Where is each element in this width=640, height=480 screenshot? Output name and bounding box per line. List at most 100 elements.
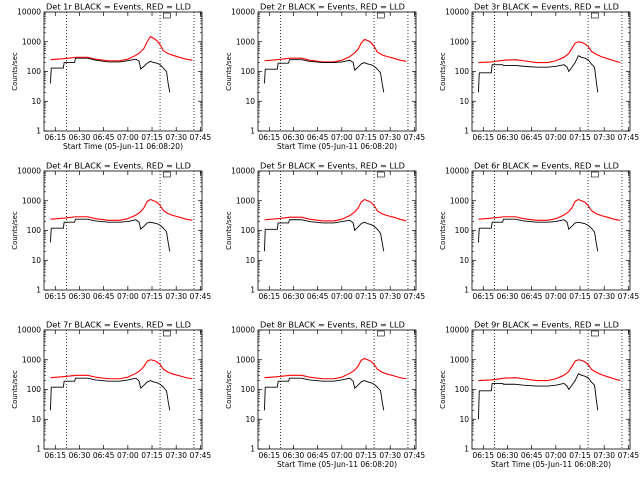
chart-4-ytick-label: 100 (27, 226, 42, 235)
chart-9-ytick-label: 1000 (450, 355, 469, 364)
chart-1-xtick-label: 07:15 (141, 133, 163, 142)
chart-1-xtick-label: 06:45 (93, 133, 115, 142)
chart-8-xlabel: Start Time (05-Jun-11 06:08:20) (277, 460, 397, 469)
chart-2-ytick-label: 10000 (231, 8, 255, 17)
chart-6-xtick-label: 06:15 (472, 292, 494, 301)
chart-9-ytick-label: 10000 (445, 326, 469, 335)
chart-4-ytick-label: 10 (31, 256, 41, 265)
chart-9-series-lld (478, 359, 621, 382)
chart-5-xtick-label: 06:45 (307, 292, 329, 301)
chart-7-xtick-label: 07:15 (141, 451, 163, 460)
chart-5-xtick-label: 06:15 (258, 292, 280, 301)
chart-8-series-events (264, 377, 385, 411)
chart-1: Det 1r BLACK = Events, RED = LLD 1 10 100 10… (11, 2, 211, 152)
chart-4-xtick-label: 07:45 (190, 292, 212, 301)
chart-2-xlabel: Start Time (05-Jun-11 06:08:20) (277, 142, 397, 151)
chart-6-series-events (478, 218, 599, 252)
chart-3-ytick-label: 10000 (445, 8, 469, 17)
chart-9-series-events (478, 373, 599, 420)
chart-8-frame (257, 329, 417, 450)
chart-6-ytick-label: 10 (459, 256, 469, 265)
chart-8-xtick-label: 06:15 (258, 451, 280, 460)
chart-9-xlabel: Start Time (05-Jun-11 06:08:20) (491, 460, 611, 469)
chart-9-ytick-label: 100 (455, 385, 470, 394)
chart-7-frame (43, 329, 203, 450)
chart-4-xtick-label: 06:30 (69, 292, 91, 301)
chart-8-xtick-label: 07:30 (379, 451, 401, 460)
chart-2-ylabel: Counts/sec (225, 52, 233, 91)
chart-2-frame (257, 11, 417, 132)
chart-6-ytick-label: 100 (455, 226, 470, 235)
chart-2-xtick-label: 07:45 (404, 133, 426, 142)
chart-6-series-lld (478, 198, 621, 221)
chart-9-xtick-label: 06:45 (521, 451, 543, 460)
chart-9-xtick-label: 07:00 (545, 451, 567, 460)
chart-3-frame (471, 11, 631, 132)
chart-3-ytick-label: 10 (459, 97, 469, 106)
chart-6-xtick-label: 07:15 (569, 292, 591, 301)
chart-5-ytick-label: 10 (245, 256, 255, 265)
chart-4-ylabel: Counts/sec (11, 211, 19, 250)
chart-5-xtick-label: 07:15 (355, 292, 377, 301)
chart-9-marker-box (591, 330, 599, 337)
chart-1-xtick-label: 07:30 (165, 133, 187, 142)
chart-6-marker-box (591, 171, 599, 178)
chart-1-ytick-label: 1 (36, 127, 41, 136)
chart-5-xtick-label: 07:30 (379, 292, 401, 301)
chart-1-xtick-label: 07:45 (190, 133, 212, 142)
chart-9-xtick-label: 07:15 (569, 451, 591, 460)
chart-6-xtick-label: 07:45 (618, 292, 640, 301)
chart-5-xtick-label: 06:30 (283, 292, 305, 301)
chart-3-xtick-label: 07:30 (593, 133, 615, 142)
chart-9-xtick-label: 07:30 (593, 451, 615, 460)
chart-8-ytick-label: 10 (245, 415, 255, 424)
chart-2-ytick-label: 100 (241, 67, 256, 76)
chart-7-xtick-label: 06:15 (44, 451, 66, 460)
chart-8: Det 8r BLACK = Events, RED = LLD 1 10 100 10… (225, 320, 425, 470)
chart-4-xtick-label: 07:30 (165, 292, 187, 301)
chart-1-ylabel: Counts/sec (11, 52, 19, 91)
chart-4-series-events (50, 218, 171, 252)
chart-8-ytick-label: 1 (250, 445, 255, 454)
chart-3-xtick-label: 07:45 (618, 133, 640, 142)
chart-2-series-lld (264, 38, 407, 63)
chart-7-ytick-label: 100 (27, 385, 42, 394)
chart-5-series-lld (264, 198, 407, 222)
chart-4-xtick-label: 06:45 (93, 292, 115, 301)
chart-3-ytick-label: 1 (464, 127, 469, 136)
chart-1-frame (43, 11, 203, 132)
chart-5-frame (257, 170, 417, 291)
chart-4: Det 4r BLACK = Events, RED = LLD 1 10 100 10… (11, 161, 211, 302)
chart-7-xtick-label: 07:45 (190, 451, 212, 460)
chart-3-ytick-label: 1000 (450, 37, 469, 46)
chart-8-ylabel: Counts/sec (225, 370, 233, 409)
chart-2-series-events (264, 59, 385, 93)
chart-8-xtick-label: 07:15 (355, 451, 377, 460)
chart-7-series-events (50, 377, 171, 411)
chart-8-xtick-label: 07:45 (404, 451, 426, 460)
chart-1-marker-box (163, 12, 171, 19)
chart-6-ylabel: Counts/sec (439, 211, 447, 250)
chart-9: Det 9r BLACK = Events, RED = LLD 1 10 100 10… (439, 320, 639, 470)
chart-8-xtick-label: 06:30 (283, 451, 305, 460)
chart-3-xtick-label: 06:15 (472, 133, 494, 142)
chart-5-xtick-label: 07:45 (404, 292, 426, 301)
chart-1-xlabel: Start Time (05-Jun-11 06:08:20) (63, 142, 183, 151)
chart-2-ytick-label: 10 (245, 97, 255, 106)
chart-9-xtick-label: 07:45 (618, 451, 640, 460)
chart-6-ytick-label: 1000 (450, 196, 469, 205)
chart-1-ytick-label: 100 (27, 67, 42, 76)
chart-3-series-lld (478, 41, 621, 64)
chart-8-xtick-label: 06:45 (307, 451, 329, 460)
chart-3-xtick-label: 06:30 (497, 133, 519, 142)
chart-7-ytick-label: 10000 (17, 326, 41, 335)
chart-1-ytick-label: 10000 (17, 8, 41, 17)
chart-6: Det 6r BLACK = Events, RED = LLD 1 10 100 10… (439, 161, 639, 302)
chart-7-title: Det 7r BLACK = Events, RED = LLD (46, 320, 191, 330)
chart-3-marker-box (591, 12, 599, 19)
chart-5-ytick-label: 100 (241, 226, 256, 235)
chart-7-xtick-label: 06:45 (93, 451, 115, 460)
chart-3: Det 3r BLACK = Events, RED = LLD 1 10 100 10… (439, 2, 639, 143)
chart-5-ylabel: Counts/sec (225, 211, 233, 250)
chart-7-xtick-label: 07:30 (165, 451, 187, 460)
